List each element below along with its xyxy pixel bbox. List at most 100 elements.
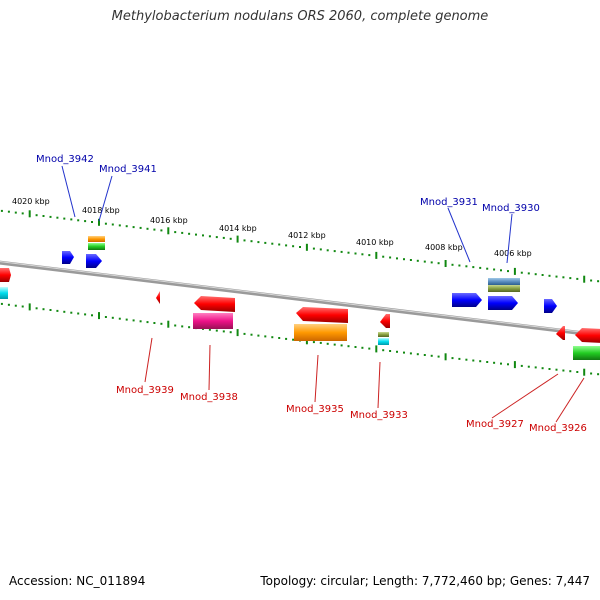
scale-label-4016: 4016 kbp: [150, 216, 188, 225]
minor-tick: [389, 350, 392, 352]
minor-tick: [132, 319, 135, 322]
gene-arrow[interactable]: [380, 314, 390, 328]
minor-tick: [264, 335, 267, 338]
gene-block[interactable]: [0, 287, 8, 299]
scale-label-4014: 4014 kbp: [219, 224, 257, 233]
minor-tick: [389, 256, 392, 259]
minor-tick: [243, 239, 246, 242]
gene-arrow[interactable]: [86, 254, 102, 268]
gene-arrow[interactable]: [156, 291, 160, 304]
gene-arrow[interactable]: [296, 307, 348, 323]
major-tick: [28, 210, 31, 218]
gene-label-mnod-3939[interactable]: Mnod_3939: [116, 385, 174, 396]
minor-tick: [195, 233, 197, 236]
minor-tick: [243, 332, 246, 335]
gene-block[interactable]: [573, 346, 600, 360]
gene-block[interactable]: [193, 313, 233, 329]
gene-arrow[interactable]: [544, 299, 557, 313]
minor-tick: [285, 244, 288, 247]
minor-tick: [569, 277, 572, 280]
minor-tick: [326, 342, 329, 345]
minor-tick: [160, 229, 163, 232]
gene-label-mnod-3942[interactable]: Mnod_3942: [36, 154, 94, 165]
minor-tick: [264, 241, 267, 244]
minor-tick: [430, 354, 433, 357]
gene-label-mnod-3938[interactable]: Mnod_3938: [180, 392, 238, 403]
gene-arrow[interactable]: [488, 296, 518, 310]
gene-label-mnod-3941[interactable]: Mnod_3941: [99, 164, 157, 175]
minor-tick: [569, 370, 572, 373]
minor-tick: [319, 248, 322, 251]
minor-tick: [35, 214, 38, 217]
minor-tick: [188, 232, 191, 235]
minor-tick: [42, 308, 45, 311]
gene-label-mnod-3931[interactable]: Mnod_3931: [420, 197, 478, 208]
gene-label-mnod-3933[interactable]: Mnod_3933: [350, 410, 408, 421]
major-tick: [167, 227, 170, 235]
scale-ticks-upper: [0, 209, 600, 283]
minor-tick: [63, 310, 66, 313]
genome-backbone: [0, 260, 600, 338]
minor-tick: [423, 260, 426, 263]
minor-tick: [458, 357, 461, 360]
minor-tick: [541, 274, 544, 276]
minor-tick: [174, 324, 177, 327]
major-tick: [513, 361, 516, 369]
gene-label-mnod-3927[interactable]: Mnod_3927: [466, 419, 524, 430]
major-tick: [513, 267, 516, 275]
minor-tick: [590, 279, 593, 282]
minor-tick: [14, 211, 17, 214]
gene-block[interactable]: [488, 278, 520, 285]
minor-tick: [555, 368, 558, 371]
gene-block[interactable]: [378, 338, 389, 345]
gene-label-mnod-3926[interactable]: Mnod_3926: [529, 423, 587, 434]
minor-tick: [222, 236, 225, 239]
minor-tick: [340, 250, 343, 253]
minor-tick: [257, 241, 260, 244]
gene-arrow[interactable]: [62, 251, 74, 264]
gene-arrow[interactable]: [0, 268, 11, 282]
reverse-genes: [0, 268, 600, 360]
scale-label-4008: 4008 kbp: [425, 243, 463, 252]
scale-label-4018: 4018 kbp: [82, 206, 120, 215]
minor-tick: [84, 220, 87, 223]
minor-tick: [437, 355, 440, 358]
minor-tick: [56, 309, 59, 312]
gene-label-mnod-3930[interactable]: Mnod_3930: [482, 203, 540, 214]
minor-tick: [14, 304, 17, 307]
minor-tick: [333, 250, 336, 253]
gene-arrow[interactable]: [452, 293, 482, 307]
scale-label-4020: 4020 kbp: [12, 197, 50, 206]
minor-tick: [396, 257, 398, 260]
minor-tick: [458, 264, 461, 267]
major-tick: [583, 368, 586, 376]
minor-tick: [319, 341, 322, 344]
gene-block[interactable]: [88, 236, 105, 242]
gene-label-mnod-3935[interactable]: Mnod_3935: [286, 404, 344, 415]
minor-tick: [250, 333, 253, 336]
gene-block[interactable]: [88, 243, 105, 250]
minor-tick: [368, 254, 371, 257]
major-tick: [305, 243, 308, 251]
minor-tick: [520, 364, 523, 367]
minor-tick: [271, 242, 274, 245]
minor-tick: [229, 331, 232, 334]
gene-block[interactable]: [378, 332, 389, 337]
minor-tick: [576, 277, 579, 280]
gene-arrow[interactable]: [556, 326, 565, 340]
accession-text: Accession: NC_011894: [9, 574, 146, 588]
major-tick: [444, 260, 447, 267]
gene-arrow[interactable]: [575, 328, 600, 343]
gene-arrow[interactable]: [194, 296, 235, 312]
minor-tick: [181, 325, 184, 328]
minor-tick: [104, 316, 107, 318]
major-tick: [583, 275, 586, 283]
minor-tick: [7, 303, 10, 306]
major-tick: [98, 312, 100, 320]
gene-block[interactable]: [294, 324, 347, 341]
major-tick: [28, 303, 31, 311]
gene-block[interactable]: [488, 285, 520, 292]
minor-tick: [91, 221, 93, 223]
minor-tick: [70, 311, 73, 314]
major-tick: [375, 251, 378, 259]
